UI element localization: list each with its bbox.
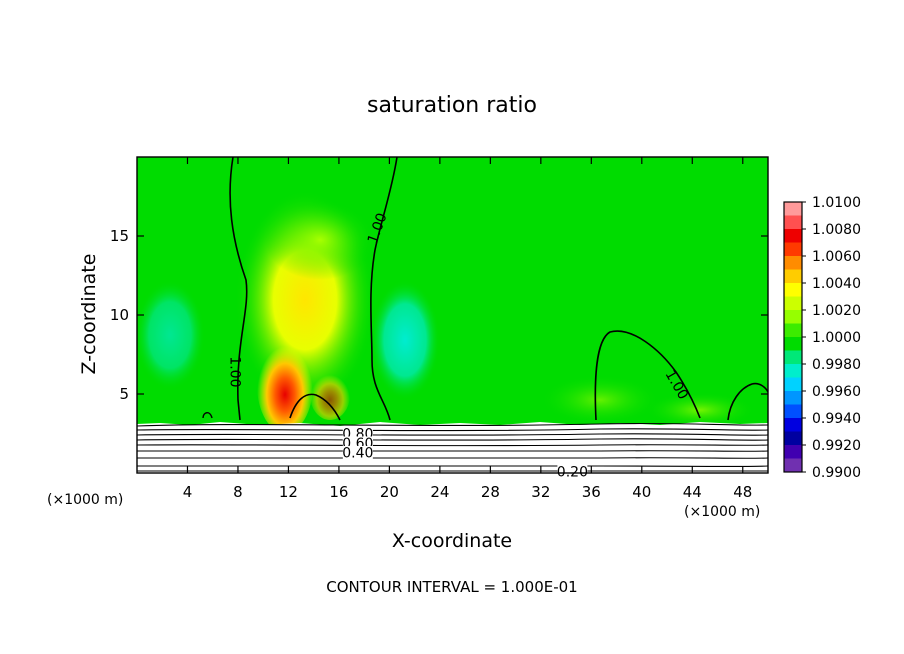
x-tick-label: 16 — [329, 483, 348, 501]
plot-area — [137, 157, 768, 473]
field-low-region — [370, 280, 440, 400]
contour-label: 1.00 — [226, 356, 242, 387]
x-unit-left: (×1000 m) — [47, 492, 123, 508]
field-light-region — [540, 375, 660, 425]
colorbar-swatch — [784, 323, 802, 338]
colorbar-swatch — [784, 269, 802, 284]
colorbar-label: 1.0020 — [812, 303, 861, 319]
contour-line-1 — [229, 157, 248, 421]
y-tick-label: 5 — [119, 385, 129, 403]
colorbar: 1.0100 1.0080 1.0060 1.0040 1.0020 1.0000 0.99… — [783, 195, 861, 481]
colorbar-swatch — [784, 310, 802, 324]
x-tick-label: 36 — [582, 483, 601, 501]
colorbar-label: 1.0040 — [812, 276, 861, 292]
dense-contours — [137, 422, 768, 472]
x-tick-label: 48 — [733, 483, 752, 501]
x-tick-label: 12 — [279, 483, 298, 501]
x-tick-label: 24 — [430, 483, 449, 501]
contour-line-5 — [727, 382, 768, 421]
colorbar-label: 1.0000 — [812, 330, 861, 346]
x-tick-label: 44 — [683, 483, 702, 501]
dense-contour — [137, 422, 768, 427]
x-tick-label: 40 — [632, 483, 651, 501]
colorbar-swatch — [784, 350, 802, 365]
colorbar-swatch — [784, 229, 802, 243]
x-unit-right: (×1000 m) — [684, 504, 760, 520]
y-axis-ticks: 5 10 15 — [110, 227, 768, 403]
colorbar-swatch — [784, 458, 802, 473]
colorbar-swatch — [784, 404, 802, 419]
dense-contour — [137, 444, 768, 447]
x-axis-ticks: 4 8 12 16 20 24 28 32 36 40 44 48 — [183, 157, 752, 501]
colorbar-label: 0.9960 — [812, 384, 861, 400]
contour-line-6 — [202, 412, 213, 419]
field-upper-region — [265, 200, 375, 280]
colorbar-label: 0.9920 — [812, 438, 861, 454]
colorbar-label: 0.9980 — [812, 357, 861, 373]
field-low-region-2 — [137, 280, 205, 390]
colorbar-swatch — [784, 242, 802, 257]
colorbar-label: 0.9940 — [812, 411, 861, 427]
x-axis-label: X-coordinate — [392, 530, 512, 552]
dense-contour — [137, 438, 768, 441]
colorbar-swatch — [784, 364, 802, 378]
colorbar-label: 1.0100 — [812, 195, 861, 211]
contour-label-backing — [342, 445, 373, 459]
y-tick-label: 10 — [110, 306, 129, 324]
x-tick-label: 20 — [380, 483, 399, 501]
colorbar-swatch — [784, 202, 802, 216]
contour-line-3 — [289, 393, 341, 421]
colorbar-swatch — [784, 431, 802, 446]
colorbar-label: 1.0080 — [812, 222, 861, 238]
contour-interval-note: CONTOUR INTERVAL = 1.000E-01 — [326, 578, 577, 596]
colorbar-swatch — [784, 418, 802, 432]
field-peak-region-2 — [310, 370, 350, 420]
colorbar-swatch — [784, 283, 802, 297]
dense-contour — [137, 450, 768, 452]
x-tick-label: 8 — [233, 483, 243, 501]
y-axis-label: Z-coordinate — [78, 254, 100, 375]
x-tick-label: 4 — [183, 483, 193, 501]
colorbar-swatch — [784, 377, 802, 392]
colorbar-swatch — [784, 256, 802, 270]
contour-label-text: 0.40 — [342, 445, 373, 461]
y-tick-label: 15 — [110, 227, 129, 245]
colorbar-label: 0.9900 — [812, 465, 861, 481]
dense-contour — [137, 457, 768, 459]
contour-line-4 — [594, 330, 701, 421]
dense-contour — [137, 428, 768, 432]
colorbar-swatch — [784, 391, 802, 405]
dense-contour — [137, 433, 768, 436]
colorbar-swatch — [784, 337, 802, 351]
contour-line-2 — [370, 157, 398, 421]
x-tick-label: 32 — [531, 483, 550, 501]
colorbar-swatch — [784, 215, 802, 230]
colorbar-swatch — [784, 445, 802, 459]
contour-label-backing — [557, 464, 588, 478]
colorbar-label: 1.0060 — [812, 249, 861, 265]
x-tick-label: 28 — [481, 483, 500, 501]
dense-contour — [137, 470, 768, 472]
contour-label: 0.40 — [342, 445, 373, 461]
contour-label-text: 1.00 — [226, 356, 242, 387]
chart-title: saturation ratio — [367, 93, 537, 118]
dense-contour — [137, 465, 768, 467]
colorbar-swatch — [784, 296, 802, 311]
field-peak-region — [257, 337, 313, 433]
